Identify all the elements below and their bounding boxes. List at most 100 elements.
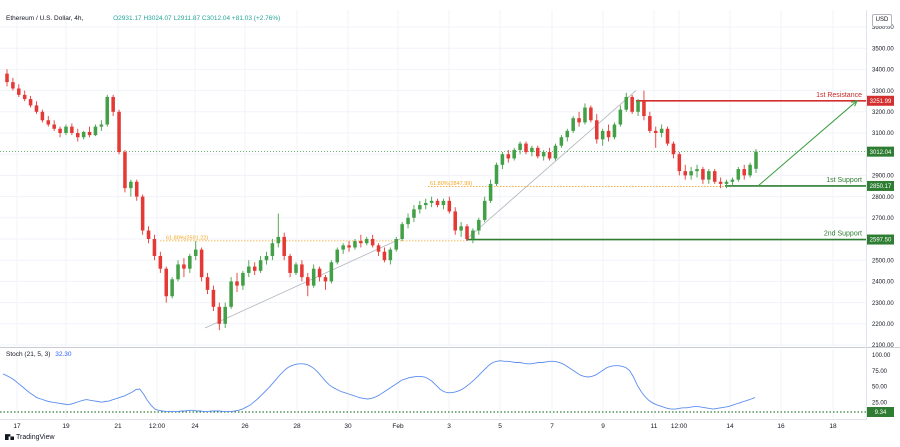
time-tick-label: 14 bbox=[726, 423, 734, 430]
candle-body bbox=[435, 200, 440, 206]
support-label: 1st Support bbox=[826, 177, 862, 184]
stoch-legend: Stoch (21, 5, 3) 32.30 bbox=[6, 351, 72, 358]
chart-header: Ethereum / U.S. Dollar, 4h, O2931.17 H30… bbox=[6, 15, 280, 22]
candle-body bbox=[129, 181, 133, 189]
candle-body bbox=[577, 118, 581, 123]
candle-body bbox=[536, 147, 540, 157]
candle-body bbox=[648, 116, 652, 131]
symbol-title: Ethereum / U.S. Dollar, 4h, bbox=[6, 15, 84, 22]
candle-body bbox=[99, 124, 104, 127]
price-tick-label: 2100.00 bbox=[872, 343, 894, 349]
candle-body bbox=[217, 306, 222, 324]
candle-body bbox=[695, 169, 699, 172]
price-tick-label: 2800.00 bbox=[872, 195, 894, 201]
candle-body bbox=[724, 181, 729, 184]
candle-body bbox=[64, 126, 68, 133]
candle-body bbox=[329, 262, 334, 282]
candle-body bbox=[612, 124, 617, 138]
candle-body bbox=[400, 224, 404, 239]
tradingview-logo-text: TradingView bbox=[16, 434, 55, 441]
candle-body bbox=[671, 143, 676, 155]
candle-body bbox=[736, 169, 741, 180]
trendlines bbox=[204, 90, 858, 329]
candle-body bbox=[589, 107, 593, 121]
support-price-badge-text: 2597.50 bbox=[870, 238, 892, 244]
resistance-label: 1st Resistance bbox=[816, 92, 862, 99]
candle-body bbox=[252, 266, 257, 271]
candle-body bbox=[40, 111, 45, 121]
candle-body bbox=[689, 171, 693, 176]
stoch-pane[interactable] bbox=[0, 349, 866, 417]
candle-body bbox=[317, 268, 322, 278]
candle-body bbox=[642, 101, 646, 117]
stoch-line bbox=[2, 360, 756, 413]
candle-body bbox=[742, 169, 746, 176]
candle-body bbox=[618, 109, 623, 125]
support-price-badge-text: 2850.17 bbox=[870, 184, 892, 190]
candle-body bbox=[140, 196, 145, 231]
candle-body bbox=[394, 239, 399, 250]
candle-body bbox=[423, 202, 428, 206]
candle-body bbox=[571, 118, 575, 131]
candle-body bbox=[182, 264, 186, 269]
time-tick-label: Feb bbox=[392, 423, 404, 430]
candle-body bbox=[665, 128, 670, 144]
time-tick-label: 18 bbox=[829, 423, 837, 430]
tradingview-logo[interactable]: TradingView bbox=[5, 434, 55, 441]
price-tick-label: 3100.00 bbox=[872, 131, 894, 137]
candle-body bbox=[264, 255, 269, 261]
time-tick-label: 16 bbox=[777, 423, 785, 430]
candle-body bbox=[17, 88, 21, 95]
currency-badge[interactable]: USD bbox=[872, 14, 892, 27]
time-tick-label: 26 bbox=[241, 423, 249, 430]
candle-body bbox=[730, 179, 735, 182]
candle-body bbox=[376, 245, 381, 252]
candle-body bbox=[359, 241, 363, 244]
candle-body bbox=[294, 264, 298, 273]
candle-body bbox=[547, 152, 552, 159]
price-tick-label: 2400.00 bbox=[872, 280, 894, 286]
stoch-tick-label: 50.00 bbox=[872, 385, 888, 391]
ohlc-readout: O2931.17 H3024.07 L2911.87 C3012.04 +81.… bbox=[113, 15, 281, 22]
price-axis[interactable]: 2100.002200.002300.002400.002500.002600.… bbox=[872, 25, 894, 406]
candle-body bbox=[193, 249, 198, 256]
support-resistance-levels bbox=[0, 99, 866, 242]
main-pane[interactable] bbox=[0, 10, 866, 347]
annotations: 1st Resistance 1st Support 2nd Support 61.8… bbox=[166, 92, 862, 242]
candle-body bbox=[282, 236, 286, 256]
stoch-legend-name: Stoch (21, 5, 3) bbox=[6, 351, 51, 358]
time-axis[interactable]: 17 19 21 12:00 24 26 28 30 Feb 3 5 7 9 11 12:00 14 16 18 bbox=[13, 423, 837, 430]
time-tick-label: 11 bbox=[651, 423, 658, 430]
price-tick-label: 2500.00 bbox=[872, 258, 894, 264]
candle-body bbox=[388, 249, 393, 261]
candle-body bbox=[288, 255, 292, 273]
candle-body bbox=[111, 96, 115, 112]
time-tick-label: 9 bbox=[601, 423, 605, 430]
candle-body bbox=[323, 277, 328, 282]
candle-body bbox=[524, 143, 528, 153]
candle-body bbox=[105, 96, 110, 125]
candle-body bbox=[553, 145, 558, 159]
candle-body bbox=[22, 94, 27, 100]
price-tick-label: 3200.00 bbox=[872, 110, 894, 116]
candle-body bbox=[677, 154, 682, 172]
fib-trendline bbox=[465, 90, 637, 240]
candle-body bbox=[541, 152, 546, 157]
candle-body bbox=[134, 181, 139, 197]
candle-body bbox=[270, 243, 275, 256]
candle-body bbox=[211, 289, 216, 307]
candle-body bbox=[170, 279, 174, 297]
candle-body bbox=[229, 281, 233, 307]
support-price-badge bbox=[867, 180, 894, 191]
candle-body bbox=[311, 268, 316, 286]
time-tick-label: 7 bbox=[550, 423, 554, 430]
candle-body bbox=[258, 260, 263, 271]
candle-body bbox=[559, 137, 564, 146]
price-tick-label: 2200.00 bbox=[872, 322, 894, 328]
current-price-badge bbox=[867, 146, 894, 157]
candle-body bbox=[512, 149, 516, 159]
time-tick-label: 21 bbox=[114, 423, 122, 430]
candle-body bbox=[370, 239, 375, 246]
candlestick-series bbox=[5, 69, 758, 331]
